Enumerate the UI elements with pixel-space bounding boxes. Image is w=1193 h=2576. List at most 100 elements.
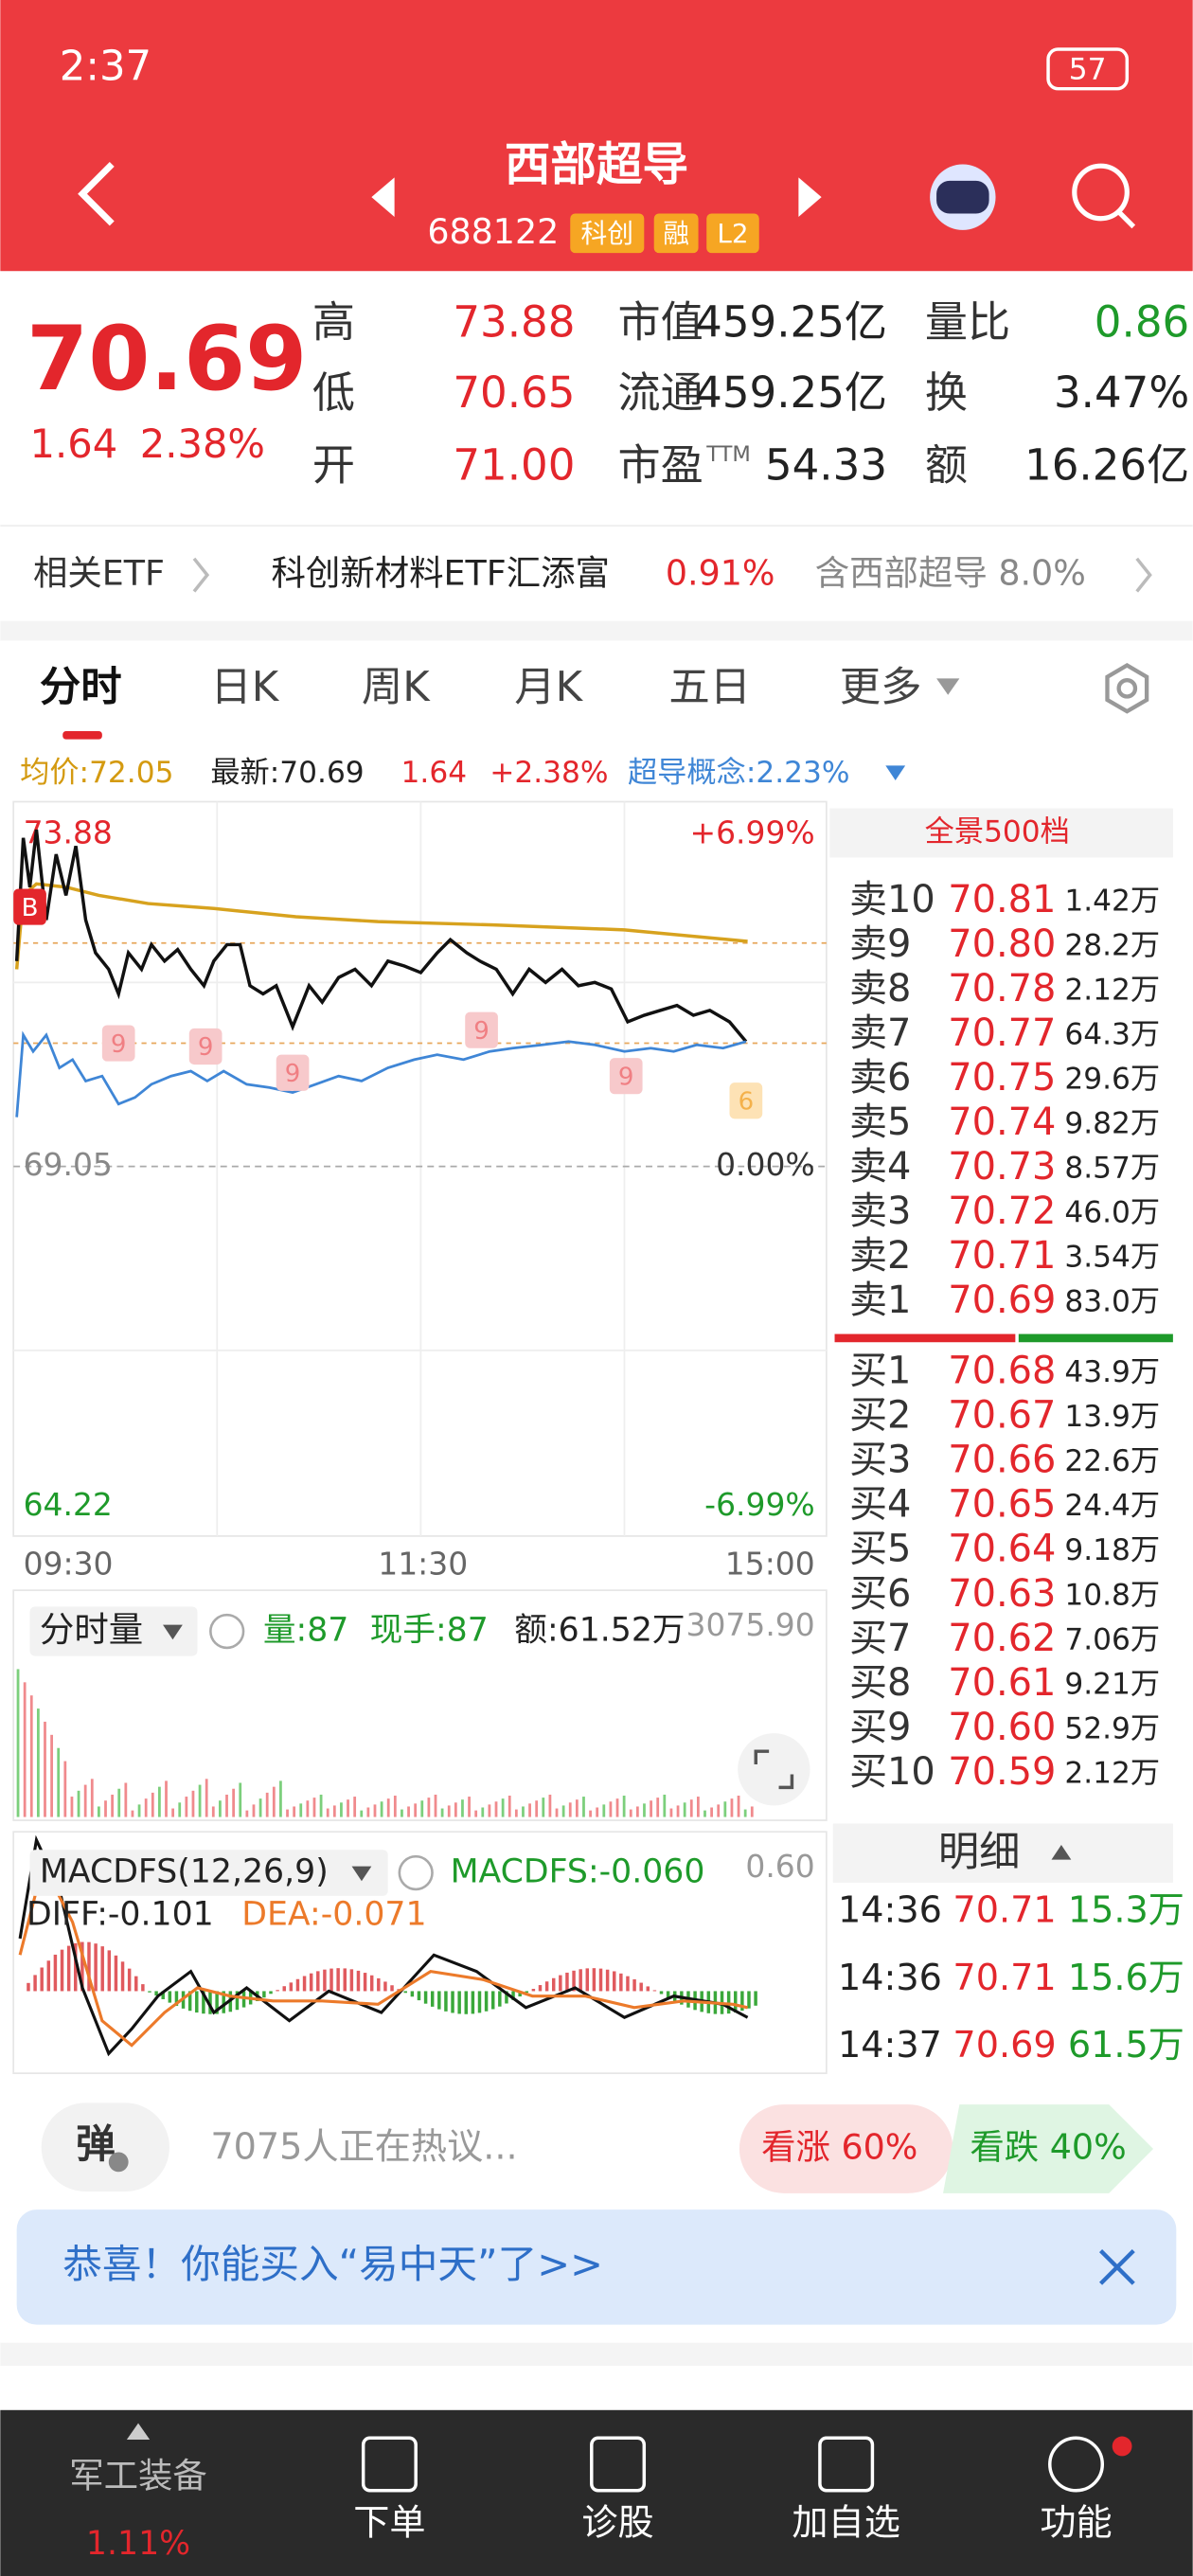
ask-bid-bar-green: [1018, 1333, 1173, 1343]
macd-bar: [734, 1991, 738, 2012]
search-button[interactable]: [1072, 163, 1130, 222]
tab[interactable]: 周K: [362, 664, 431, 711]
volume-bar: [622, 1796, 626, 1817]
macd-bar: [585, 1968, 590, 1992]
tab[interactable]: 更多: [840, 664, 922, 711]
avg-price: 均价:72.05: [20, 756, 173, 790]
settings-dot: [1116, 677, 1138, 699]
volume-bar: [63, 1761, 67, 1817]
volume-bar: [548, 1794, 552, 1817]
bearish-pill[interactable]: [943, 2104, 1154, 2193]
macd-bar: [423, 1991, 428, 2004]
volume-selector[interactable]: [29, 1606, 198, 1656]
volume-bar: [144, 1798, 148, 1817]
volume-bar: [730, 1798, 734, 1817]
level-label: 买6: [849, 1572, 911, 1616]
bearish-label: 看跌 40%: [970, 2126, 1126, 2167]
volume-bar: [568, 1802, 572, 1817]
volume-max: 3075.90: [686, 1606, 814, 1643]
sector-name[interactable]: 军工装备: [69, 2455, 207, 2496]
volume-bar: [501, 1798, 505, 1817]
macd-bar: [559, 1975, 562, 1992]
macd-bar: [107, 1950, 112, 1992]
level-price: 70.59: [948, 1750, 1056, 1794]
next-stock[interactable]: [798, 177, 822, 217]
volume-bar: [219, 1800, 222, 1817]
section-gap: [0, 2342, 1193, 2366]
orderbook-title[interactable]: 全景500档: [925, 814, 1070, 849]
etf-label[interactable]: 相关ETF: [33, 553, 165, 594]
volume-bar: [474, 1810, 478, 1817]
trade-marker: 9: [473, 1017, 490, 1046]
volume-bar: [401, 1809, 403, 1817]
section-gap: [0, 620, 1193, 641]
volume-bar: [211, 1806, 215, 1817]
level-price: 70.71: [948, 1234, 1056, 1278]
expand-button[interactable]: [738, 1733, 810, 1806]
volume-bar: [90, 1779, 94, 1817]
macd-bar: [336, 1968, 340, 1992]
prev-stock[interactable]: [371, 177, 395, 217]
banner-close[interactable]: [1099, 2248, 1135, 2285]
nav-item[interactable]: 功能: [1040, 2502, 1112, 2544]
macd-bar: [646, 1986, 650, 1992]
danmaku-label: 弹: [76, 2120, 116, 2167]
macd-bar: [592, 1968, 596, 1992]
macd-value: MACDFS:-0.060: [451, 1853, 705, 1891]
macd-bar: [726, 1991, 731, 2014]
level-price: 70.73: [948, 1145, 1056, 1189]
macd-bar: [659, 1991, 664, 1995]
macd-selector[interactable]: [29, 1850, 388, 1896]
volume-bar: [494, 1801, 498, 1817]
level-price: 70.78: [948, 967, 1056, 1011]
details-title-bg[interactable]: [832, 1823, 1173, 1883]
macd-bar: [490, 1991, 495, 2010]
tab[interactable]: 日K: [210, 664, 279, 711]
volume-bar: [615, 1798, 619, 1817]
macd-bar: [187, 1991, 192, 2012]
macd-bar: [60, 1949, 64, 1992]
volume-bar: [676, 1805, 680, 1817]
stat-label: 量比: [925, 296, 1010, 347]
time-label: 09:30: [24, 1546, 114, 1583]
price-line: [14, 829, 748, 1043]
banner-bg[interactable]: [16, 2209, 1177, 2325]
volume-bar: [447, 1805, 451, 1817]
nav-item[interactable]: 加自选: [792, 2502, 899, 2544]
nav-item[interactable]: 诊股: [581, 2502, 653, 2544]
macd-bar: [316, 1971, 320, 1992]
level-label: 卖6: [849, 1056, 911, 1100]
volume-bar: [137, 1804, 141, 1817]
trade-marker: 9: [111, 1030, 127, 1059]
volume-bar: [669, 1808, 673, 1817]
tab[interactable]: 五日: [668, 664, 751, 711]
macd-bar: [168, 1991, 172, 2003]
level-volume: 9.21万: [1064, 1667, 1160, 1701]
volume-bar: [165, 1780, 168, 1817]
volume-bar: [239, 1782, 242, 1817]
detail-time: 14:36: [838, 1889, 942, 1931]
tab[interactable]: 分时: [40, 664, 122, 711]
etf-pct: 0.91%: [666, 553, 775, 594]
volume-bar: [225, 1794, 228, 1817]
danmaku-button[interactable]: [41, 2102, 169, 2192]
trade-marker: 9: [198, 1033, 214, 1062]
volume-bar: [440, 1808, 444, 1817]
back-button[interactable]: [78, 162, 115, 226]
comment-input[interactable]: 7075人正在热议...: [210, 2125, 517, 2167]
volume-bar: [420, 1800, 424, 1817]
trade-marker: B: [22, 894, 39, 922]
level-label: 卖10: [849, 878, 935, 921]
bullish-pill[interactable]: [739, 2104, 953, 2193]
concept[interactable]: 超导概念:2.23%: [628, 756, 850, 790]
detail-volume: 61.5万: [1068, 2024, 1184, 2066]
volume-bar: [488, 1804, 491, 1817]
volume-bar: [272, 1786, 276, 1817]
etf-name[interactable]: 科创新材料ETF汇添富: [272, 553, 610, 594]
tab[interactable]: 月K: [514, 664, 583, 711]
volume-bar: [312, 1798, 316, 1817]
macd-bar: [33, 1975, 37, 1992]
settings-button[interactable]: [1105, 663, 1149, 714]
nav-item[interactable]: 下单: [353, 2502, 425, 2544]
macd-bar: [531, 1989, 536, 1992]
